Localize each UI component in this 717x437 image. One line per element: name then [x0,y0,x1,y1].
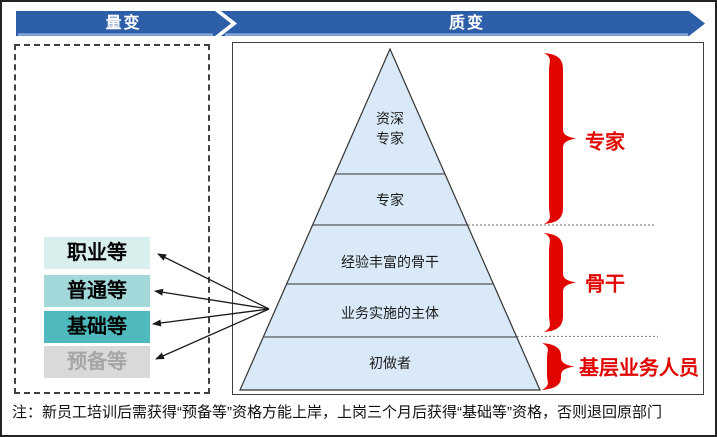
pyramid-level-expert: 专家 [376,192,404,208]
footnote: 注：新员工培训后需获得“预备等”资格方能上岸，上岗三个月后获得“基础等”资格，否… [12,404,662,421]
tier-label-backbone: 骨干 [585,273,625,296]
banner-left-label: 量变 [105,15,142,32]
grade-box-professional: 职业等 [44,237,150,269]
pyramid-level-beginner: 初做者 [369,355,411,371]
banner-right-label: 质变 [448,15,485,32]
tier-label-expert: 专家 [585,131,625,154]
grade-box-ordinary: 普通等 [44,275,150,307]
tier-label-frontline: 基层业务人员 [579,357,699,380]
grade-box-basic: 基础等 [44,311,150,343]
pyramid-level-experienced-backbone: 经验丰富的骨干 [341,254,439,270]
quantitative-dashed-box [14,44,210,394]
qualitative-solid-box [232,42,704,395]
grade-box-preparatory: 预备等 [44,346,150,378]
pyramid-level-business-main-body: 业务实施的主体 [341,305,439,321]
pyramid-level-senior-expert: 资深专家 [376,110,404,147]
